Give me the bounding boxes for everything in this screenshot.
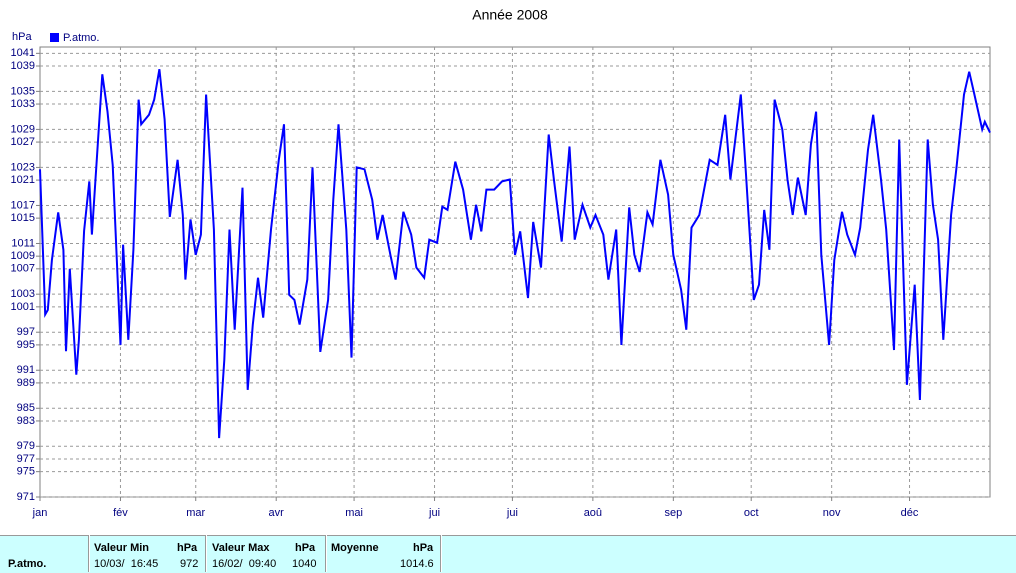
legend-label: P.atmo. [63,32,100,44]
x-tick-label: mai [345,507,363,519]
y-tick-label: 1009 [11,250,35,262]
chart: Année 2008 hPa P.atmo. 97197597797998398… [11,7,991,519]
y-tick-label: 1033 [11,98,35,110]
chart-title: Année 2008 [472,7,548,23]
x-tick-label: jui [428,507,440,519]
x-tick-label: jui [506,507,518,519]
y-tick-label: 997 [17,326,35,338]
y-axis-label: hPa [12,31,32,43]
y-tick-label: 1017 [11,199,35,211]
y-tick-label: 975 [17,466,35,478]
y-tick-label: 985 [17,402,35,414]
x-tick-label: oct [744,507,759,519]
header: hPa [413,542,434,554]
y-tick-label: 1029 [11,123,35,135]
y-tick-label: 1015 [11,212,35,224]
header: Moyenne [331,542,379,554]
cell: 10/03/ 16:45 [94,558,159,570]
x-tick-label: nov [823,507,841,519]
y-tick-label: 1011 [11,237,35,249]
x-tick-label: mar [186,507,205,519]
separator [88,535,90,572]
series-line [39,69,991,439]
x-tick-label: jan [32,507,48,519]
x-tick-label: déc [901,507,919,519]
header: hPa [177,542,198,554]
cell: 1040 [292,558,317,570]
plot-frame [39,46,991,498]
cell: 972 [180,558,199,570]
x-tick-label: avr [269,507,285,519]
y-tick-label: 989 [17,377,35,389]
stats-band [0,535,1016,573]
row-label: P.atmo. [8,558,47,570]
y-tick-label: 1003 [11,288,35,300]
cell: 16/02/ 09:40 [212,558,277,570]
y-tick-label: 1027 [11,136,35,148]
y-tick-label: 995 [17,339,35,351]
x-tick-label: aoû [584,507,602,519]
y-tick-label: 1021 [11,174,35,186]
y-tick-label: 1001 [11,301,35,313]
y-tick-label: 1041 [11,47,35,59]
header: Valeur Min [94,542,150,554]
y-tick-label: 1007 [11,263,35,275]
separator [205,535,207,572]
separator [325,535,327,572]
x-tick-label: fév [113,507,128,519]
header: Valeur Max [212,542,270,554]
cell: 1014.6 [400,558,434,570]
y-tick-label: 979 [17,440,35,452]
y-tick-label: 991 [17,364,35,376]
separator [440,535,442,572]
y-tick-label: 1035 [11,85,35,97]
legend-swatch [50,33,59,42]
header: hPa [295,542,316,554]
y-tick-label: 977 [17,453,35,465]
x-tick-label: sep [664,507,682,519]
y-tick-label: 1023 [11,161,35,173]
y-tick-label: 1039 [11,60,35,72]
y-tick-label: 971 [17,491,35,503]
y-tick-label: 983 [17,415,35,427]
